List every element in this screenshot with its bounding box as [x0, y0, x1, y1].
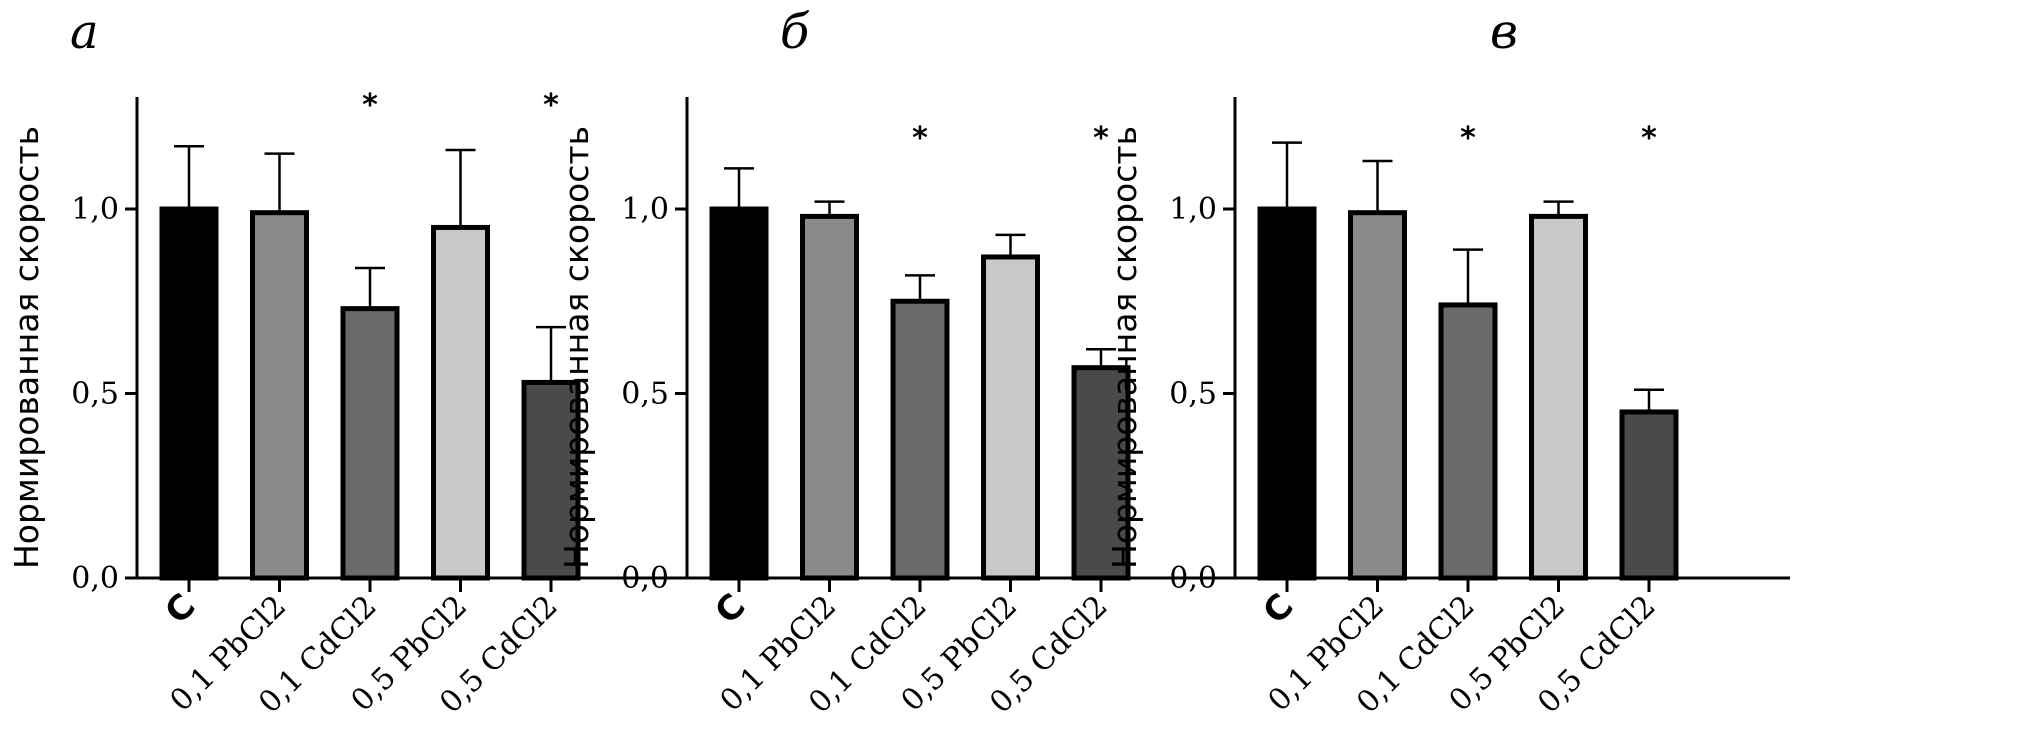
bar: [1257, 206, 1317, 581]
significance-marker: *: [543, 88, 559, 123]
y-tick-label: 0,0: [621, 561, 669, 596]
x-tick-label: C: [1255, 586, 1301, 632]
y-tick-label: 0,0: [71, 561, 119, 596]
y-axis-label: Нормированная скорость: [557, 126, 596, 569]
bar: [159, 206, 219, 581]
y-axis-label: Нормированная скорость: [7, 126, 46, 569]
bar: [340, 306, 400, 581]
y-axis-label: Нормированная скорость: [1105, 126, 1144, 569]
bar: [521, 379, 581, 581]
panel-letter: в: [1490, 4, 1518, 60]
significance-marker: *: [1641, 121, 1657, 156]
panel-letter: а: [70, 4, 99, 60]
significance-marker: *: [1093, 121, 1109, 156]
significance-marker: *: [1460, 121, 1476, 156]
bar: [1071, 365, 1131, 581]
bar: [709, 206, 769, 581]
y-tick-label: 0,5: [621, 377, 669, 412]
y-tick-label: 0,0: [1169, 561, 1217, 596]
x-tick-label: C: [707, 586, 753, 632]
x-tick-label: C: [157, 586, 203, 632]
bar: [1619, 409, 1679, 581]
y-tick-label: 1,0: [71, 192, 119, 227]
bar: [1348, 210, 1407, 581]
y-tick-label: 0,5: [71, 377, 119, 412]
panel-letter: б: [780, 4, 810, 60]
significance-marker: *: [912, 121, 928, 156]
y-tick-label: 1,0: [621, 192, 669, 227]
y-tick-label: 1,0: [1169, 192, 1217, 227]
bar: [1529, 213, 1588, 581]
bar: [981, 254, 1040, 581]
bar: [431, 224, 490, 581]
significance-marker: *: [362, 88, 378, 123]
bar: [890, 298, 950, 581]
y-tick-label: 0,5: [1169, 377, 1217, 412]
bar: [250, 210, 309, 581]
bar: [800, 213, 859, 581]
bar: [1438, 302, 1498, 581]
